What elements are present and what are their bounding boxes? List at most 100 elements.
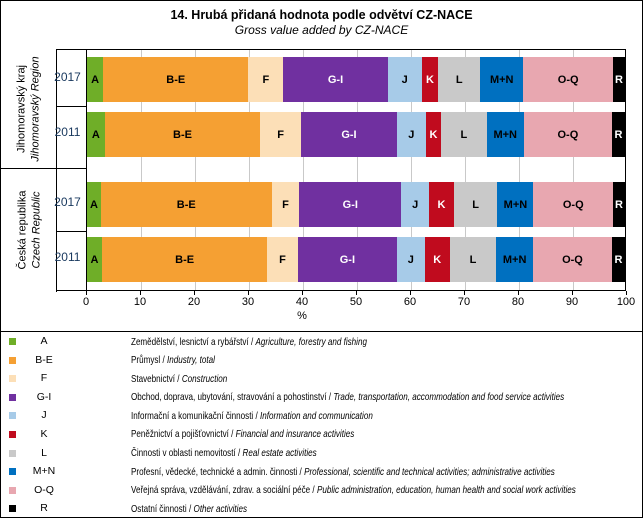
gridline	[465, 50, 466, 290]
legend-text-czech: Ostatní činnosti /	[131, 502, 192, 515]
legend-description: Průmysl / Industry, total	[131, 354, 215, 366]
legend-text-czech: Profesní, vědecké, technické a admin. či…	[131, 465, 302, 478]
bar-segment-A: A	[87, 182, 101, 227]
plot-area: A B-E F G-I J K L M+N O-Q R A B-E F G-I J K L M+N O-Q R A B-E…	[86, 49, 626, 291]
category-axis-line	[56, 290, 86, 291]
category-axis-line	[56, 106, 86, 107]
category-year-label: 2017	[54, 195, 81, 209]
bar-segment-label: M+N	[489, 73, 514, 86]
legend-text-czech: Peněžnictví a pojišťovnictví /	[131, 428, 234, 441]
x-axis-tick	[302, 291, 303, 295]
legend-key: K	[40, 427, 48, 440]
x-axis-tick-label: 70	[457, 296, 471, 308]
bar-segment-K: K	[421, 57, 439, 102]
category-axis-line	[56, 231, 86, 232]
legend-description: Peněžnictví a pojišťovnictví / Financial …	[131, 428, 354, 440]
bar-segment-K: K	[429, 182, 454, 227]
bar-segment-label: A	[90, 198, 98, 211]
x-axis-tick	[518, 291, 519, 295]
bar-segment-K: K	[425, 112, 441, 157]
legend: A Zemědělství, lesnictví a rybářství / Agr…	[1, 332, 642, 517]
bar-segment-label: G-I	[342, 198, 358, 211]
legend-text-czech: Činnosti v oblasti nemovitostí /	[131, 447, 241, 460]
bar-segment-label: A	[90, 253, 99, 266]
category-axis-line	[1, 168, 86, 169]
bar-segment-K: K	[424, 237, 450, 282]
x-axis-tick	[626, 291, 627, 295]
legend-text-czech: Průmysl /	[131, 354, 165, 367]
bar-segment-label: J	[401, 73, 408, 86]
bar-segment-label: L	[460, 128, 468, 141]
bar-segment-J: J	[396, 112, 426, 157]
bar-segment-label: F	[282, 198, 289, 211]
bar-segment-O-Q: O-Q	[533, 182, 614, 227]
bar-segment-R: R	[612, 112, 625, 157]
bar-segment-label: G-I	[327, 73, 344, 86]
legend-description: Profesní, vědecké, technické a admin. či…	[131, 466, 555, 478]
x-axis-tick	[572, 291, 573, 295]
bar-2017-česká-republika: A B-E F G-I J K L M+N O-Q R	[87, 182, 625, 227]
x-axis-tick	[464, 291, 465, 295]
legend-key: F	[40, 372, 48, 385]
bar-segment-G-I: G-I	[297, 237, 397, 282]
gridline	[141, 50, 142, 290]
bar-segment-A: A	[87, 237, 103, 282]
gridline	[303, 50, 304, 290]
bar-segment-label: A	[91, 73, 100, 86]
bar-segment-label: B-E	[176, 198, 196, 211]
legend-swatch	[9, 486, 16, 494]
bar-segment-label: K	[425, 73, 434, 86]
legend-text-english: Information and communication	[260, 409, 373, 422]
bar-segment-label: B-E	[173, 128, 192, 141]
category-year-label: 2011	[54, 125, 81, 139]
bar-segment-label: J	[407, 253, 414, 266]
legend-text-english: Trade, transportation, accommodation and…	[333, 391, 565, 404]
bar-segment-R: R	[613, 57, 625, 102]
bar-segment-label: O-Q	[562, 253, 583, 266]
legend-description: Obchod, doprava, ubytování, stravování a…	[131, 391, 564, 403]
bar-segment-O-Q: O-Q	[532, 237, 613, 282]
bar-segment-label: F	[279, 253, 286, 266]
legend-swatch	[9, 430, 16, 438]
bar-segment-L: L	[440, 112, 487, 157]
bar-segment-label: F	[262, 73, 270, 86]
legend-key: M+N	[32, 465, 56, 478]
bar-segment-F: F	[248, 57, 284, 102]
bar-segment-label: M+N	[503, 198, 528, 211]
bar-segment-label: M+N	[493, 128, 517, 141]
bar-segment-B-E: B-E	[100, 182, 272, 227]
x-axis-tick	[86, 291, 87, 295]
x-axis-tick-label: 10	[133, 296, 147, 308]
bar-segment-F: F	[271, 182, 300, 227]
legend-description: Veřejná správa, vzdělávání, zdrav. a soc…	[131, 484, 576, 496]
bar-segment-L: L	[438, 57, 481, 102]
category-group-label-text: Česká republika Czech Republic	[15, 190, 43, 269]
legend-text-czech: Stavebnictví /	[131, 372, 180, 385]
legend-item-R: R Ostatní činnosti / Other activities	[1, 499, 642, 517]
x-axis-tick	[194, 291, 195, 295]
legend-swatch	[9, 375, 16, 383]
gridline	[195, 50, 196, 290]
legend-text-czech: Zemědělství, lesnictví a rybářství /	[131, 335, 254, 348]
bar-segment-label: A	[91, 128, 100, 141]
bar-segment-B-E: B-E	[102, 237, 268, 282]
x-axis-tick	[140, 291, 141, 295]
legend-text-english: Agriculture, forestry and fishing	[255, 335, 367, 348]
bar-segment-label: R	[614, 253, 623, 266]
legend-text-english: Construction	[181, 372, 228, 385]
bar-segment-label: K	[429, 128, 438, 141]
legend-item-M+N: M+N Profesní, vědecké, technické a admin.…	[1, 462, 642, 481]
legend-key: L	[41, 446, 47, 459]
bar-segment-J: J	[387, 57, 422, 102]
bar-segment-F: F	[260, 112, 302, 157]
bar-segment-label: K	[437, 198, 446, 211]
x-axis-tick-label: 80	[511, 296, 525, 308]
bar-segment-label: J	[408, 128, 415, 141]
category-group-label-text: Jihomoravský kraj Jihomoravský Region	[15, 56, 43, 161]
bar-segment-label: R	[615, 73, 623, 86]
legend-description: Ostatní činnosti / Other activities	[131, 503, 247, 515]
bar-segment-M+N: M+N	[496, 237, 533, 282]
gridline	[249, 50, 250, 290]
legend-swatch	[9, 449, 16, 457]
